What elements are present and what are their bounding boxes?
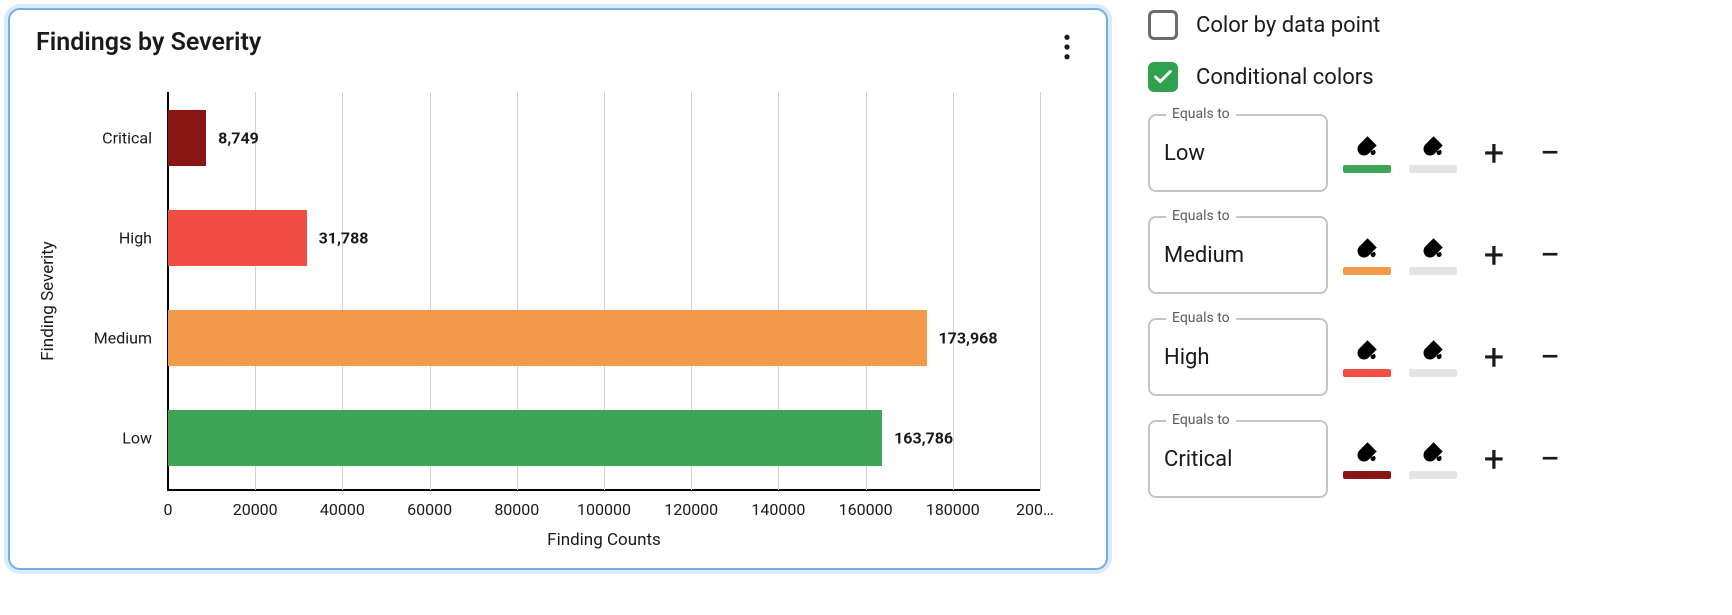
condition-secondary-swatch[interactable]: [1406, 235, 1460, 275]
category-label: High: [119, 229, 152, 248]
bar[interactable]: [168, 210, 307, 266]
swatch-bar: [1343, 471, 1391, 479]
gridline: [1040, 92, 1041, 490]
x-tick-label: 100000: [577, 500, 631, 519]
x-tick-label: 40000: [320, 500, 365, 519]
category-label: Critical: [102, 129, 152, 148]
paint-bucket-icon: [1352, 439, 1382, 465]
kebab-icon: [1062, 34, 1072, 60]
x-tick-label: 180000: [926, 500, 980, 519]
condition-field-legend: Equals to: [1166, 208, 1236, 224]
bar-row: High31,788: [168, 210, 1040, 266]
condition-item: Equals toMedium +−: [1148, 216, 1732, 294]
paint-bucket-icon: [1418, 235, 1448, 261]
paint-bucket-icon: [1418, 337, 1448, 363]
x-tick-label: 0: [164, 500, 173, 519]
conditional-colors-label: Conditional colors: [1196, 65, 1374, 90]
chart-menu-button[interactable]: [1054, 28, 1080, 66]
x-tick-label: 80000: [494, 500, 539, 519]
color-by-data-point-checkbox[interactable]: [1148, 10, 1178, 40]
condition-secondary-swatch[interactable]: [1406, 337, 1460, 377]
swatch-bar: [1343, 267, 1391, 275]
remove-condition-button[interactable]: −: [1528, 339, 1572, 375]
bar-row: Medium173,968: [168, 310, 1040, 366]
bar[interactable]: [168, 410, 882, 466]
condition-value: Critical: [1164, 447, 1233, 472]
chart-title: Findings by Severity: [36, 28, 261, 57]
condition-value: Low: [1164, 141, 1205, 166]
paint-bucket-icon: [1418, 133, 1448, 159]
condition-field-legend: Equals to: [1166, 310, 1236, 326]
add-condition-button[interactable]: +: [1472, 441, 1516, 477]
remove-condition-button[interactable]: −: [1528, 135, 1572, 171]
bar[interactable]: [168, 110, 206, 166]
add-condition-button[interactable]: +: [1472, 339, 1516, 375]
condition-secondary-swatch[interactable]: [1406, 133, 1460, 173]
bar-value-label: 163,786: [894, 429, 953, 448]
x-axis-title: Finding Counts: [547, 530, 661, 550]
swatch-bar: [1343, 165, 1391, 173]
condition-color-swatch[interactable]: [1340, 235, 1394, 275]
condition-color-swatch[interactable]: [1340, 133, 1394, 173]
condition-item: Equals toLow +−: [1148, 114, 1732, 192]
chart-panel: Findings by Severity Finding Severity Fi…: [8, 8, 1108, 570]
condition-item: Equals toCritical +−: [1148, 420, 1732, 498]
condition-item: Equals toHigh +−: [1148, 318, 1732, 396]
check-icon: [1152, 66, 1174, 88]
swatch-bar: [1409, 165, 1457, 173]
add-condition-button[interactable]: +: [1472, 135, 1516, 171]
category-label: Medium: [94, 329, 152, 348]
x-tick-label: 140000: [751, 500, 805, 519]
swatch-bar: [1409, 267, 1457, 275]
condition-color-swatch[interactable]: [1340, 337, 1394, 377]
bar-value-label: 173,968: [939, 329, 998, 348]
swatch-bar: [1409, 369, 1457, 377]
config-panel: Color by data point Conditional colors E…: [1148, 8, 1732, 607]
condition-value: High: [1164, 345, 1210, 370]
x-tick-label: 160000: [839, 500, 893, 519]
condition-value-field[interactable]: Equals toHigh: [1148, 318, 1328, 396]
condition-value: Medium: [1164, 243, 1244, 268]
condition-secondary-swatch[interactable]: [1406, 439, 1460, 479]
x-tick-label: 20000: [233, 500, 278, 519]
chart-plot-area: Finding Severity Finding Counts 02000040…: [168, 92, 1040, 490]
paint-bucket-icon: [1418, 439, 1448, 465]
condition-color-swatch[interactable]: [1340, 439, 1394, 479]
x-tick-label: 120000: [664, 500, 718, 519]
bar-value-label: 31,788: [319, 229, 369, 248]
bar-row: Critical8,749: [168, 110, 1040, 166]
conditional-colors-checkbox[interactable]: [1148, 62, 1178, 92]
remove-condition-button[interactable]: −: [1528, 237, 1572, 273]
remove-condition-button[interactable]: −: [1528, 441, 1572, 477]
paint-bucket-icon: [1352, 337, 1382, 363]
condition-value-field[interactable]: Equals toCritical: [1148, 420, 1328, 498]
bar[interactable]: [168, 310, 927, 366]
bar-row: Low163,786: [168, 410, 1040, 466]
swatch-bar: [1409, 471, 1457, 479]
add-condition-button[interactable]: +: [1472, 237, 1516, 273]
condition-value-field[interactable]: Equals toMedium: [1148, 216, 1328, 294]
x-tick-label: 60000: [407, 500, 452, 519]
category-label: Low: [122, 429, 152, 448]
condition-field-legend: Equals to: [1166, 412, 1236, 428]
condition-value-field[interactable]: Equals toLow: [1148, 114, 1328, 192]
bar-value-label: 8,749: [218, 129, 259, 148]
color-by-data-point-label: Color by data point: [1196, 13, 1380, 38]
condition-field-legend: Equals to: [1166, 106, 1236, 122]
conditions-list: Equals toLow+−Equals toMedium+−Equals to…: [1148, 114, 1732, 498]
x-tick-label: 200…: [1016, 500, 1054, 519]
paint-bucket-icon: [1352, 133, 1382, 159]
swatch-bar: [1343, 369, 1391, 377]
y-axis-title: Finding Severity: [38, 241, 58, 360]
paint-bucket-icon: [1352, 235, 1382, 261]
